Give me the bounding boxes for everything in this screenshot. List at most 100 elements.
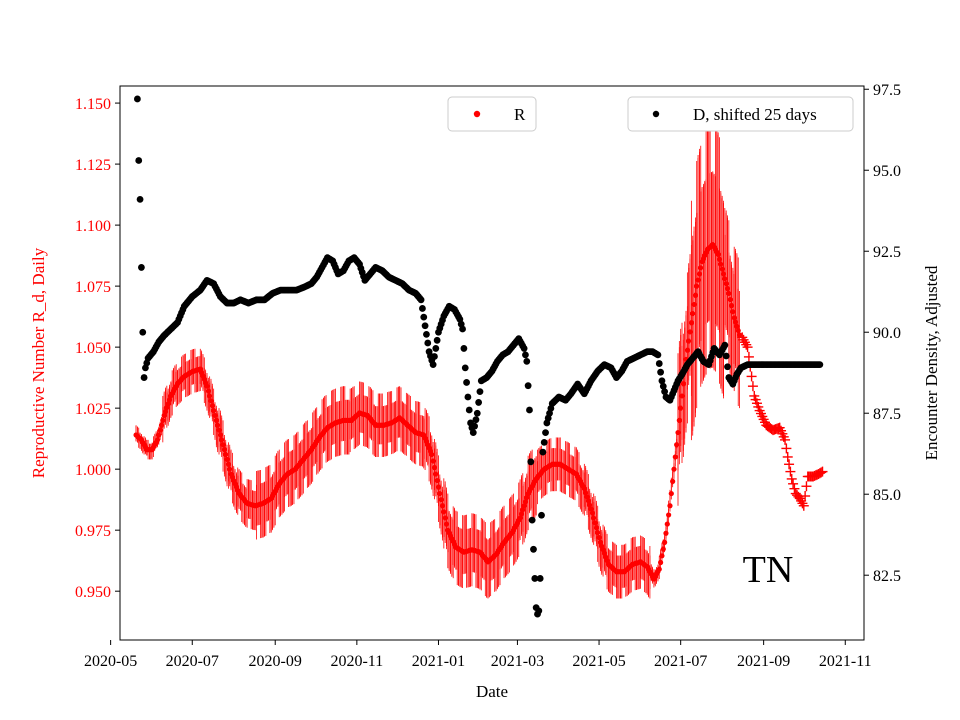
r-point <box>219 437 225 443</box>
r-point <box>521 503 527 509</box>
r-point <box>692 292 699 298</box>
r-point <box>166 397 173 403</box>
left-tick-label-3: 1.025 <box>75 401 111 418</box>
r-point <box>520 507 526 513</box>
x-tick-label-2: 2020-09 <box>249 653 302 670</box>
r-cross-marker <box>801 481 812 492</box>
r-point <box>208 398 214 404</box>
r-cross-marker <box>781 443 792 454</box>
r-variance-band <box>135 125 740 599</box>
d-point <box>526 406 533 414</box>
r-point <box>715 251 721 257</box>
d-point <box>527 458 535 466</box>
left-tick-label-8: 1.150 <box>75 96 111 113</box>
x-tick-label-1: 2020-07 <box>166 653 219 670</box>
d-point <box>724 363 731 371</box>
r-point <box>716 256 723 262</box>
r-point <box>680 381 686 387</box>
right-tick-label-4: 92.5 <box>873 244 901 261</box>
r-point <box>160 417 166 423</box>
r-point <box>157 427 163 433</box>
r-point <box>667 503 673 509</box>
d-point <box>722 352 730 360</box>
r-point <box>522 499 529 505</box>
r-point <box>720 271 727 277</box>
x-tick-label-6: 2021-05 <box>572 653 625 670</box>
r-point <box>728 303 735 309</box>
plot-frame <box>119 85 865 641</box>
r-point <box>679 393 685 399</box>
r-point <box>688 320 694 326</box>
x-tick-label-9: 2021-11 <box>819 653 872 670</box>
r-point <box>660 546 666 552</box>
r-point <box>524 495 530 501</box>
r-point <box>684 347 690 353</box>
right-axis-ticks: 82.5 85.0 87.5 90.0 92.5 95.0 97.5 <box>864 82 901 585</box>
d-point <box>540 438 548 446</box>
r-point <box>690 310 696 317</box>
r-point <box>430 458 436 464</box>
left-tick-label-1: 0.975 <box>75 523 111 540</box>
r-point <box>593 525 599 531</box>
state-annotation: TN <box>743 549 794 591</box>
d-point <box>429 361 437 369</box>
r-point <box>439 503 446 509</box>
left-tick-label-4: 1.050 <box>75 340 111 357</box>
r-point <box>696 271 703 277</box>
r-series-points <box>133 242 828 582</box>
r-point <box>207 393 213 399</box>
d-point <box>472 416 480 424</box>
r-point <box>735 328 741 334</box>
r-point <box>691 301 697 308</box>
r-point <box>224 456 230 462</box>
left-tick-label-2: 1.000 <box>75 462 111 479</box>
d-point <box>464 393 472 401</box>
x-tick-label-8: 2021-09 <box>737 653 790 670</box>
r-point <box>584 494 590 500</box>
r-point <box>165 401 171 407</box>
r-point <box>209 403 215 409</box>
x-axis-label: Date <box>476 682 508 701</box>
r-point <box>227 466 233 472</box>
r-point <box>664 521 670 527</box>
r-point <box>659 553 665 559</box>
d-point <box>530 545 537 553</box>
r-cross-marker <box>789 483 800 494</box>
r-point <box>223 451 229 458</box>
r-point <box>518 511 525 517</box>
d-point <box>461 364 469 372</box>
d-point <box>536 575 544 582</box>
r-point <box>678 405 684 411</box>
r-point <box>663 530 669 536</box>
d-point <box>419 305 426 312</box>
r-point <box>442 515 448 521</box>
d-point <box>531 575 539 582</box>
r-point <box>161 412 167 419</box>
legend-d: D, shifted 25 days <box>627 96 854 132</box>
right-tick-label-3: 90.0 <box>873 325 901 342</box>
r-point <box>431 464 438 471</box>
d-point <box>134 95 141 103</box>
d-point <box>417 296 425 304</box>
legend-r-label: R <box>514 105 526 124</box>
d-point <box>655 360 663 367</box>
d-point <box>139 328 147 336</box>
r-point <box>727 296 733 303</box>
right-tick-label-1: 85.0 <box>873 487 901 504</box>
r-point <box>438 497 444 503</box>
r-point <box>437 490 443 497</box>
r-point <box>671 466 677 472</box>
r-point <box>433 471 439 477</box>
legend-r: R <box>447 96 537 132</box>
r-point <box>583 490 589 496</box>
r-point <box>589 510 595 516</box>
r-point <box>211 407 217 414</box>
d-point <box>721 341 729 349</box>
r-point <box>158 422 165 428</box>
r-point <box>658 559 664 566</box>
r-point <box>587 502 593 508</box>
r-point <box>217 432 223 438</box>
r-point <box>441 509 447 515</box>
left-axis-label: Reproductive Number R_d, Daily <box>29 247 48 478</box>
r-point <box>213 417 219 423</box>
